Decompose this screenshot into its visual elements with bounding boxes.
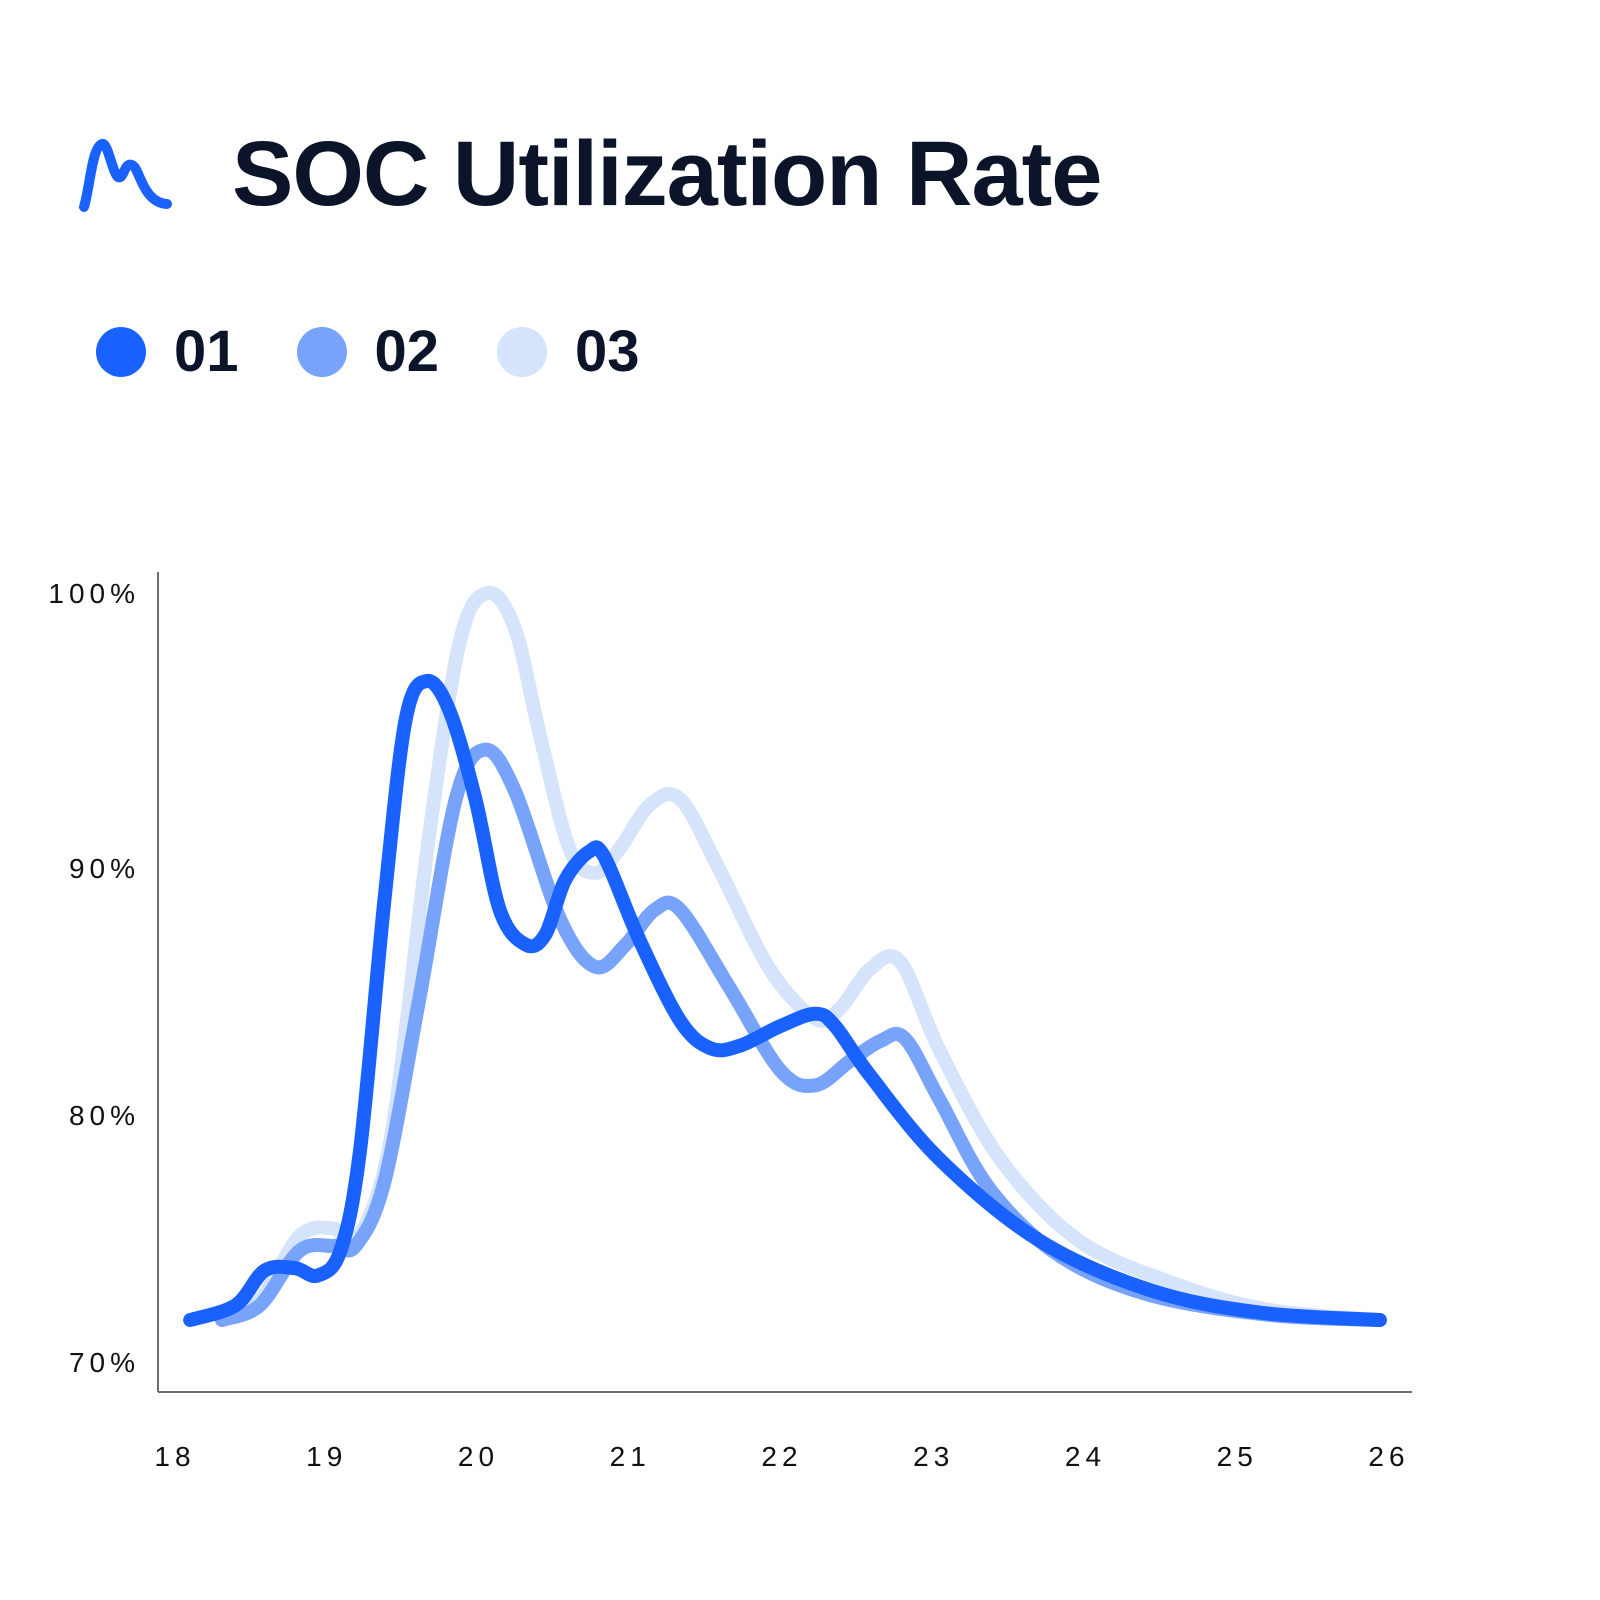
x-tick-label: 19	[306, 1441, 347, 1472]
legend: 01 02 03	[96, 318, 698, 385]
legend-swatch-02	[296, 326, 347, 377]
x-tick-label: 21	[610, 1441, 651, 1472]
y-tick-label: 70%	[69, 1347, 140, 1378]
chart-title: SOC Utilization Rate	[232, 123, 1102, 225]
series-line-03	[215, 585, 1387, 1328]
logo-icon	[79, 139, 172, 212]
series-line-01	[183, 674, 1387, 1328]
x-tick-label: 25	[1217, 1441, 1258, 1472]
legend-swatch-03	[497, 326, 548, 377]
x-tick-label: 18	[154, 1441, 195, 1472]
legend-label: 02	[374, 319, 440, 384]
x-tick-label: 22	[761, 1441, 802, 1472]
x-tick-label: 26	[1368, 1441, 1409, 1472]
x-tick-label: 23	[913, 1441, 954, 1472]
series-line-02	[215, 742, 1387, 1328]
legend-label: 03	[575, 319, 640, 384]
legend-item-02: 02	[296, 318, 440, 385]
legend-item-03: 03	[497, 318, 640, 385]
legend-label: 01	[174, 319, 239, 384]
x-tick-label: 20	[458, 1441, 499, 1472]
y-tick-label: 80%	[69, 1100, 140, 1131]
x-tick-label: 24	[1065, 1441, 1106, 1472]
y-tick-label: 90%	[69, 853, 140, 884]
legend-item-01: 01	[96, 318, 239, 385]
y-tick-label: 100%	[48, 578, 140, 609]
legend-swatch-01	[96, 326, 146, 377]
